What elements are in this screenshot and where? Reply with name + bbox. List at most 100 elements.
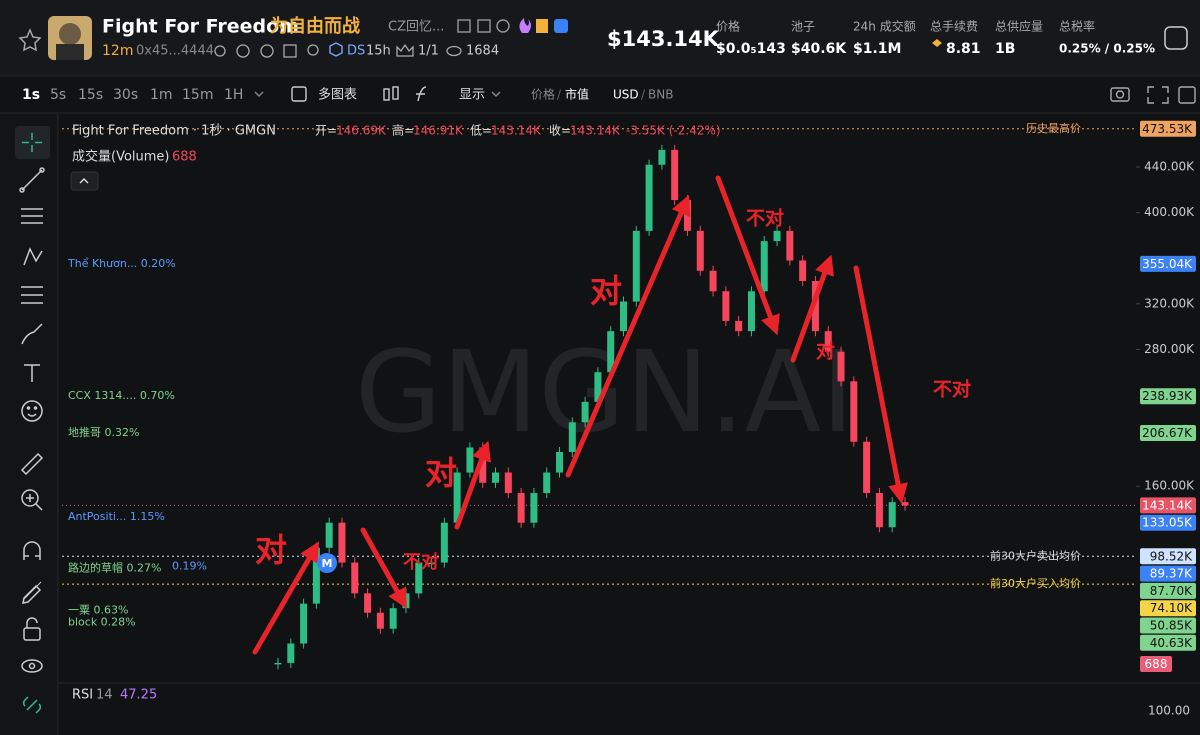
legend-high: 146.91K	[413, 124, 464, 138]
bnb-toggle[interactable]: BNB	[648, 88, 673, 102]
view-count: 1684	[466, 44, 499, 59]
stat-value: $40.6K	[791, 41, 847, 57]
stat-label: 总供应量	[995, 19, 1043, 34]
candle	[837, 351, 845, 382]
legend-change: -3.55K (-2.42%)	[626, 124, 721, 138]
candle	[453, 472, 461, 523]
annotation: 不对	[746, 207, 784, 230]
crown-count: 1/1	[418, 44, 439, 59]
interval[interactable]: 1s	[22, 87, 40, 103]
candle	[760, 241, 768, 292]
price-tag	[1140, 565, 1196, 582]
y-tick-label: 160.00K	[1144, 479, 1195, 493]
holder-label: 地推哥 0.32%	[68, 425, 139, 439]
toggle-sep: /	[557, 88, 562, 102]
candle	[364, 593, 372, 613]
stat-value: 0.25% / 0.25%	[1059, 42, 1155, 56]
alert-button[interactable]	[1164, 26, 1188, 50]
price-tag-label: 355.04K	[1142, 257, 1193, 271]
mcap-toggle[interactable]: 市值	[565, 87, 589, 102]
fee-icon	[932, 39, 942, 47]
candle	[888, 502, 896, 528]
header-icons[interactable]	[457, 19, 510, 33]
annotation: 对	[255, 531, 287, 569]
tool-icons[interactable]	[19, 133, 45, 714]
interval[interactable]: 1m	[150, 87, 173, 103]
candle	[875, 493, 883, 528]
y-tick-label: 280.00K	[1144, 342, 1195, 356]
price-toggle[interactable]: 价格	[531, 87, 555, 102]
legend-low: 143.14K	[491, 124, 542, 138]
legend-open: 146.69K	[336, 124, 387, 138]
price-tag-label: 238.93K	[1142, 389, 1193, 403]
interval[interactable]: 15s	[78, 87, 103, 103]
candle	[415, 562, 423, 594]
stat-value: 1B	[995, 41, 1015, 57]
price-tag	[1140, 617, 1196, 634]
ds-label: DS	[347, 44, 365, 59]
candle	[747, 291, 755, 332]
holder-label: 路边的草帽 0.27%	[68, 561, 161, 575]
market-cap: $143.14K	[607, 27, 720, 51]
price-tag-label: 473.53K	[1142, 122, 1193, 136]
m-badge-label: M	[322, 557, 333, 570]
interval[interactable]: 1H	[224, 87, 243, 103]
token-age: 12m	[102, 43, 133, 59]
candle	[722, 291, 730, 321]
interval[interactable]: 5s	[50, 87, 66, 103]
drawing-toolbar	[0, 114, 58, 735]
stat-value: $1.1M	[853, 41, 901, 57]
reference-line-label: 前30大户买入均价	[990, 576, 1081, 590]
candle	[824, 331, 832, 352]
toolbar-icons[interactable]	[383, 86, 427, 102]
candle	[479, 447, 487, 483]
m-badge[interactable]	[317, 553, 337, 573]
candle	[517, 493, 525, 523]
interval[interactable]: 15m	[182, 87, 213, 103]
candle	[492, 472, 500, 483]
candle	[351, 562, 359, 594]
candle	[901, 502, 909, 506]
collapse-button[interactable]	[70, 171, 99, 191]
token-address[interactable]: 0x45...4444	[136, 44, 214, 59]
tool-selected[interactable]	[15, 126, 50, 159]
price-tag	[1140, 388, 1196, 405]
price-tag-label: 98.52K	[1150, 549, 1193, 563]
collapse-icon	[79, 178, 89, 184]
candle	[735, 320, 743, 332]
price-tag-label: 50.85K	[1150, 618, 1193, 632]
price-tag	[1140, 514, 1196, 531]
multi-chart-checkbox[interactable]	[291, 86, 307, 102]
candle	[556, 452, 564, 473]
display-menu[interactable]: 显示	[459, 88, 485, 103]
candle	[786, 230, 794, 261]
candle	[568, 422, 576, 453]
candle	[594, 372, 602, 402]
candle	[850, 381, 858, 442]
candle	[607, 331, 615, 373]
interval[interactable]: 30s	[113, 87, 138, 103]
group-icon	[536, 19, 548, 33]
candle	[799, 260, 807, 282]
candle	[376, 612, 384, 629]
volume-label: 成交量(Volume)	[72, 149, 170, 165]
interval-more[interactable]	[254, 91, 264, 97]
rsi-axis-label: 100.00	[1148, 704, 1190, 718]
stat-label: 总税率	[1059, 19, 1095, 34]
price-axis: 440.00K 400.00K 320.00K 280.00K 160.00K 473.5…	[1136, 120, 1196, 672]
annotation: 不对	[933, 378, 971, 401]
volume-value: 688	[172, 150, 197, 165]
legend-open-label: 开=	[315, 124, 337, 138]
multi-chart[interactable]: 多图表	[318, 87, 357, 103]
link-icons[interactable]	[214, 44, 319, 58]
fire-icon	[519, 18, 531, 33]
toggle-sep: /	[641, 88, 646, 102]
annotation: 不对	[403, 551, 439, 573]
annotation: 对	[816, 340, 835, 363]
price-tag	[1140, 600, 1196, 617]
usd-toggle[interactable]: USD	[613, 88, 639, 102]
candle	[645, 164, 653, 231]
rsi-period: 14	[96, 688, 113, 703]
chart-tools[interactable]	[1110, 86, 1196, 104]
star-icon[interactable]	[18, 28, 42, 52]
